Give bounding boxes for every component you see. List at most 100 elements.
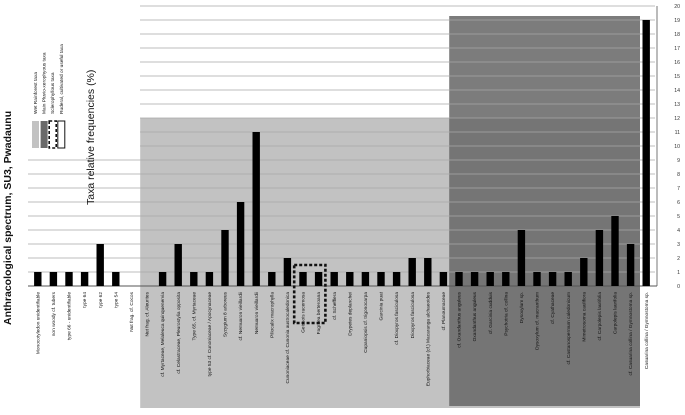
bar [96, 244, 104, 286]
x-tick-label: Nut frag. cf. Cocos [129, 291, 135, 331]
bar [642, 20, 650, 286]
y-tick-label: 15 [674, 74, 680, 80]
x-tick-label: non woody cf. tubers [51, 291, 57, 336]
x-tick-label: Nut frag. cf. Aleurites [145, 291, 151, 336]
y-tick-label: 12 [674, 116, 680, 122]
x-tick-label: Nemuaron vieillardii [254, 292, 260, 334]
bar [174, 244, 182, 286]
bar [65, 272, 73, 286]
legend-swatch [48, 120, 58, 149]
bar [268, 272, 276, 286]
y-tick-label: 18 [674, 32, 680, 38]
x-tick-label: Dioxpyros fasciculosa [410, 292, 416, 339]
y-tick-label: 14 [674, 88, 680, 94]
bar [346, 272, 354, 286]
x-tick-label: type 54 [113, 292, 119, 308]
bar [392, 272, 401, 286]
x-tick-label: cf. Oxandanthus anguleus [457, 291, 463, 347]
bar [190, 272, 198, 286]
bar [408, 258, 416, 286]
y-tick-label: 11 [675, 130, 680, 136]
x-tick-label: cf. Celastraceae, Pleurostylia opposita [176, 292, 182, 374]
bar [470, 272, 479, 286]
legend-label: Main Pluvio-xerophyous taxa [42, 52, 48, 114]
bar [283, 258, 292, 286]
x-tick-label: Type 65, cf. Myrtaceae [191, 292, 197, 341]
x-tick-label: Drypetes deplanchei [347, 292, 353, 336]
y-tick-label: 7 [677, 186, 680, 192]
y-tick-label: 17 [674, 46, 680, 52]
bar [158, 272, 167, 286]
x-tick-label: Garcinia puat [379, 291, 385, 320]
bar [361, 272, 370, 286]
legend-label: Ruderal, cultivated or useful taxa [59, 44, 65, 114]
bar [236, 202, 245, 286]
bar [221, 230, 229, 286]
legend-swatch [40, 121, 48, 148]
x-tick-label: type 66 - unidentifiable [67, 292, 73, 341]
bar [455, 272, 463, 286]
zone-main-pluvio-xerophyous [449, 16, 640, 406]
y-tick-label: 20 [674, 4, 680, 10]
bar [626, 244, 635, 286]
bar [502, 272, 510, 286]
legend-label: Sclerophyllous taxa [50, 72, 56, 114]
zone-sclerophyllous [292, 263, 327, 325]
bar [424, 258, 432, 286]
x-tick-label: Cupaniopsis cf. trigonocarpa [363, 292, 369, 353]
bar [486, 272, 494, 286]
bar [314, 272, 323, 286]
x-tick-label: cf. Castanospermum caledonicum [566, 292, 572, 365]
bar [580, 258, 588, 286]
x-tick-label: Fagraea berteroana [316, 292, 322, 335]
y-tick-label: 5 [677, 214, 680, 220]
x-tick-label: Mimetrosoma caulifiora [581, 292, 587, 342]
x-tick-label: Casuarina collina / Gymnostoma sp. [644, 292, 650, 369]
y-tick-label: 1 [677, 270, 680, 276]
bar [112, 272, 120, 286]
legend-swatch [32, 121, 39, 148]
x-tick-label: Monocotyledon unidentifiable [35, 292, 41, 354]
x-tick-label: Dysoxylum cf. macranthum [535, 292, 541, 350]
bar [595, 230, 604, 286]
y-tick-label: 6 [677, 200, 680, 206]
y-tick-label: 10 [674, 144, 680, 150]
legend-swatch [57, 120, 66, 149]
bar [377, 272, 385, 286]
x-tick-label: Carpolepis laurifolia [613, 292, 619, 334]
x-tick-label: cf. Carpolepis laurifolia [597, 292, 603, 341]
x-tick-label: cf. Dioxpyros fasciculosa [394, 292, 400, 345]
bar [611, 216, 619, 286]
x-tick-label: cf. Garcinia cudduis [488, 291, 494, 334]
bar [564, 272, 572, 286]
x-tick-label: Psychotria cf. collina [503, 292, 509, 336]
y-tick-label: 2 [677, 256, 680, 262]
y-tick-label: 0 [677, 284, 680, 290]
x-tick-label: Oxandanthus anguleus [472, 291, 478, 341]
bar [80, 272, 89, 286]
bar [517, 230, 526, 286]
x-tick-label: type 53 cf. Cunoniaceae / Apocynaceae [207, 292, 213, 377]
bar [34, 272, 42, 286]
x-tick-label: Syzygium 8 arboreus [223, 291, 229, 337]
x-tick-label: cf. Nemuaron vieillardii [238, 292, 244, 341]
x-tick-label: cf. Planoumaceae [441, 292, 447, 331]
x-tick-label: Euphorbiaceae (cf.) Macaranga alchaeoide… [425, 291, 431, 386]
y-tick-label: 8 [677, 172, 680, 178]
bar [49, 272, 58, 286]
x-tick-label: cf. Myrtaceae, Melaleuca quinquenervia [160, 292, 166, 377]
bar [439, 272, 448, 286]
bar [548, 272, 557, 286]
x-tick-label: Geissois racemosa [301, 292, 307, 333]
y-axis-title: Taxa relative frequencies (%) [85, 70, 97, 205]
legend-label: Wet Rainforest taxa [33, 72, 39, 114]
y-tick-label: 16 [674, 60, 680, 66]
y-tick-label: 13 [674, 102, 680, 108]
bar [533, 272, 541, 286]
y-tick-label: 3 [677, 242, 680, 248]
x-tick-label: type 64 [82, 292, 88, 308]
bar [205, 272, 214, 286]
x-tick-label: cf. Cyathaceae [550, 292, 556, 324]
x-tick-label: cf. Casuarina collina / Gymnostoma sp. [628, 292, 634, 375]
